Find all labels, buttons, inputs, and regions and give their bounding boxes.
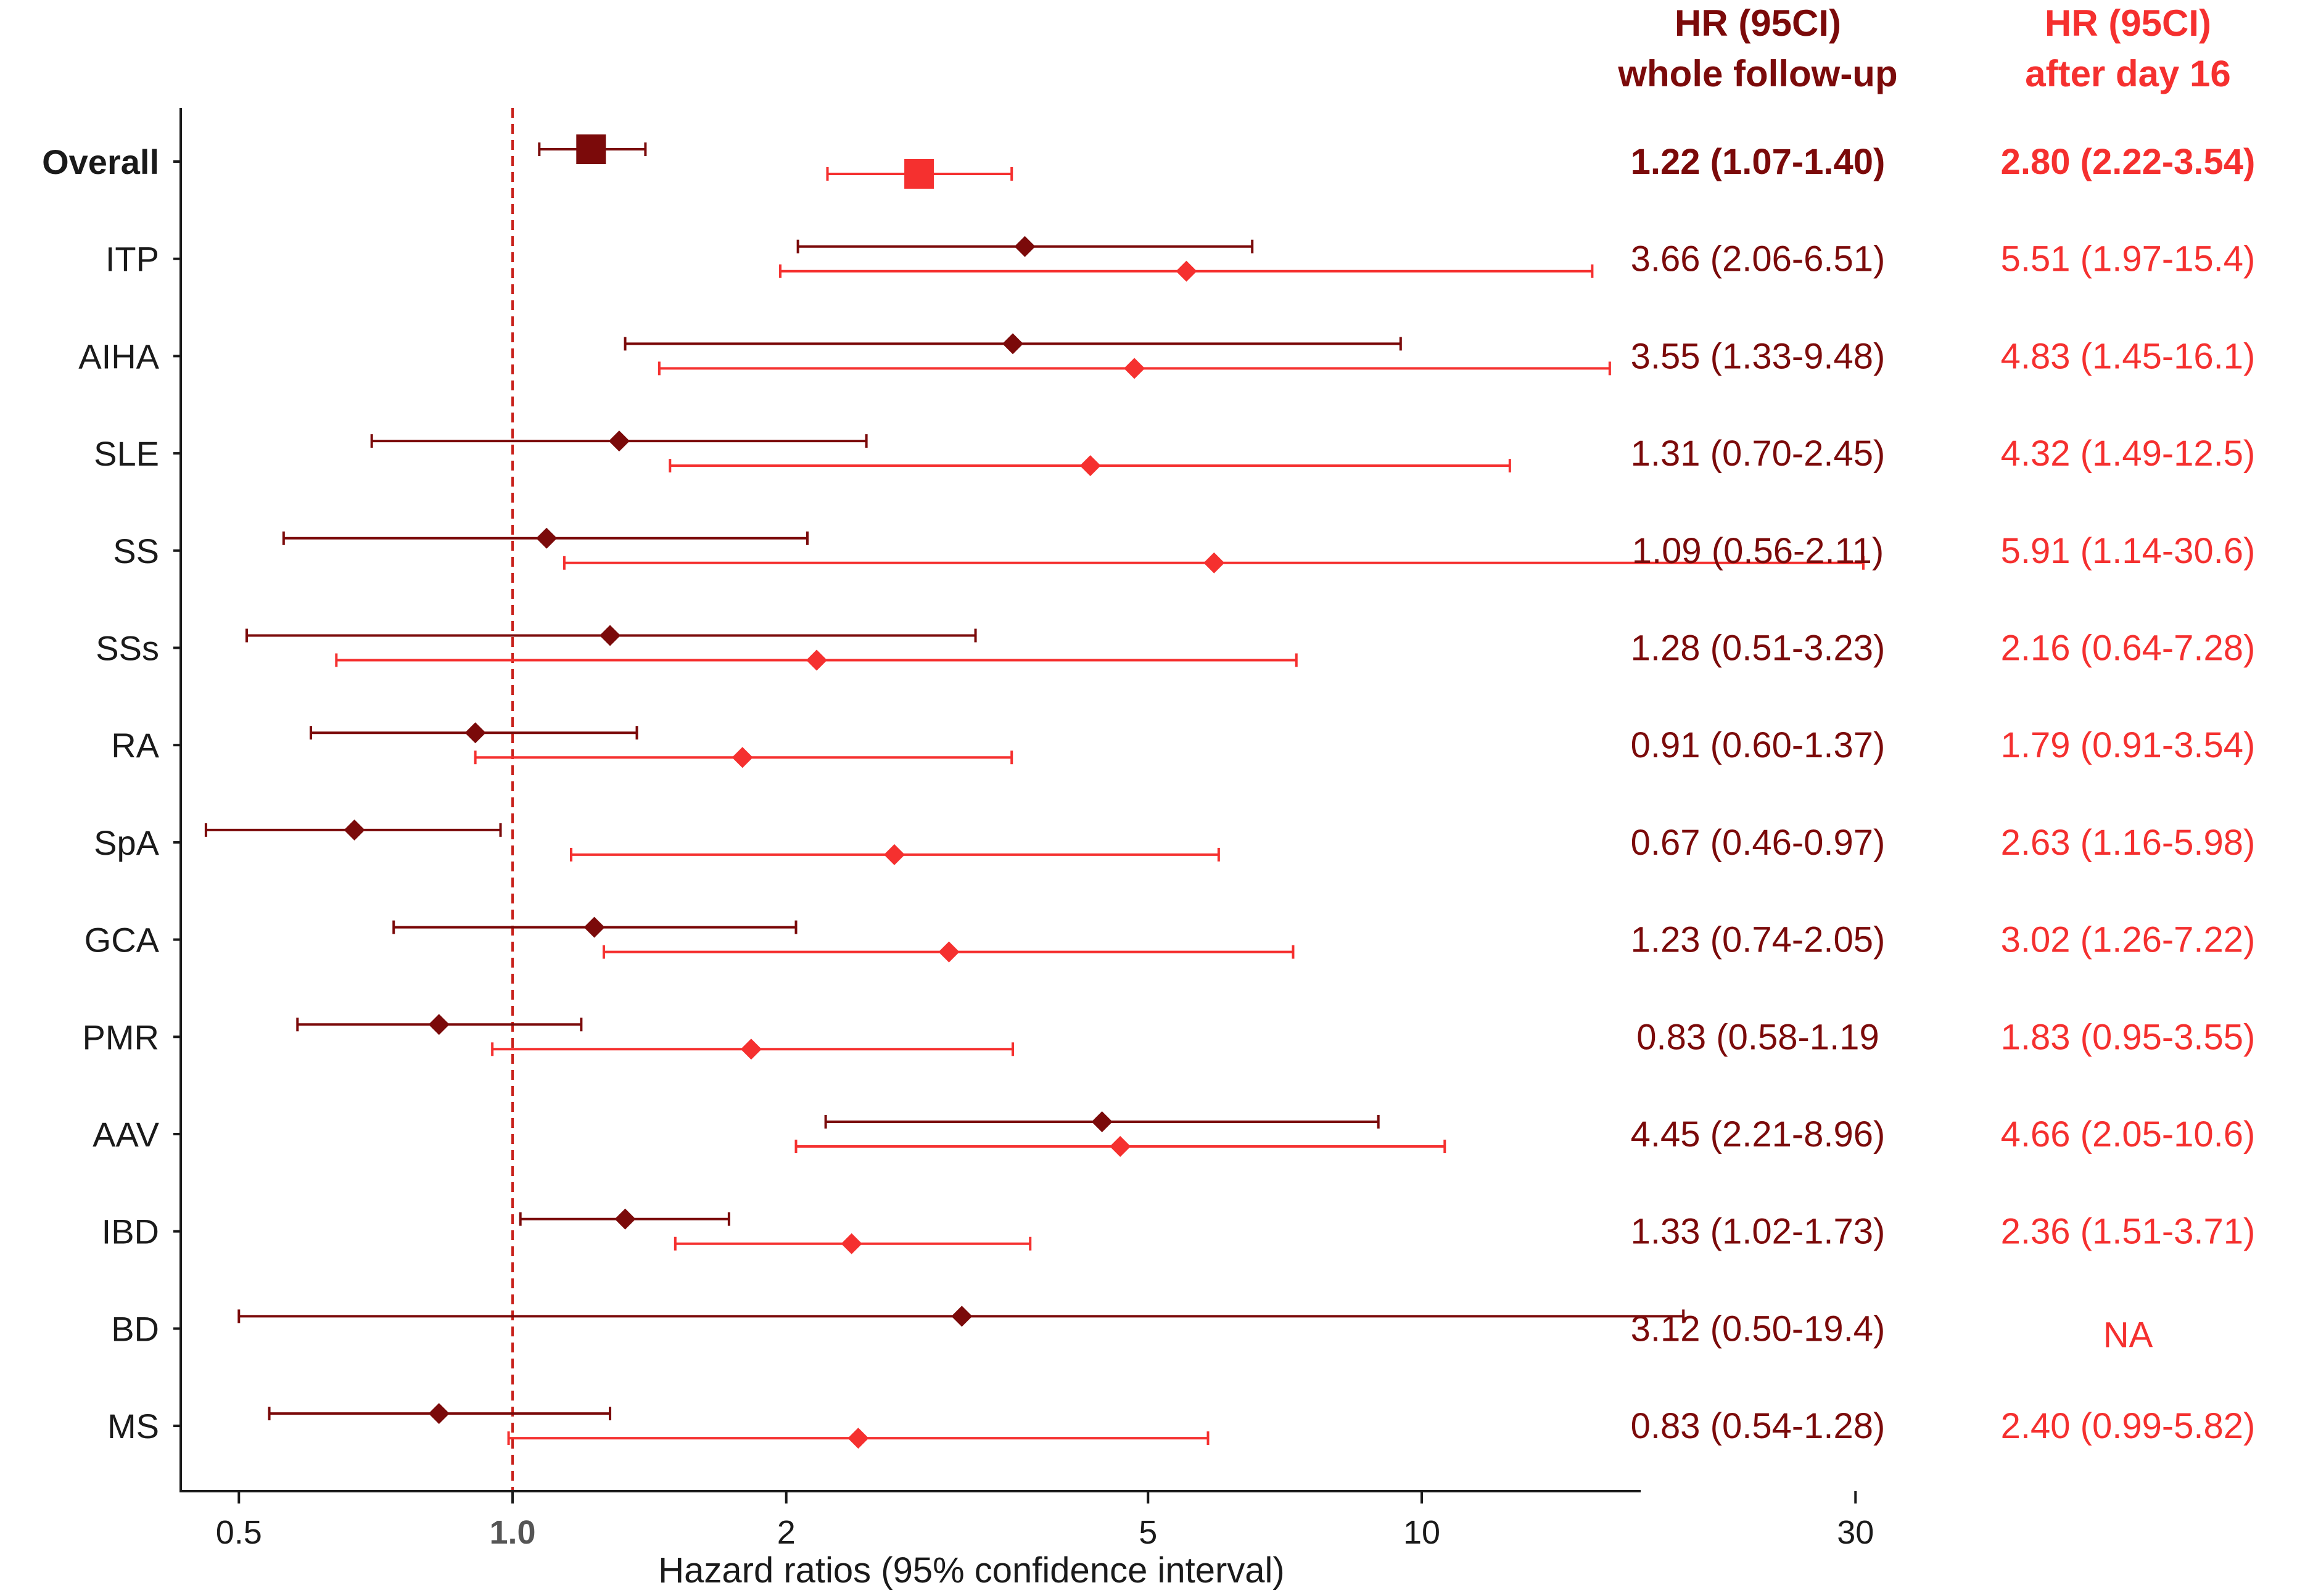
- hr-after-aiha: 4.83 (1.45-16.1): [2001, 336, 2256, 376]
- x-axis-label: Hazard ratios (95% confidence interval): [658, 1550, 1284, 1590]
- row-label-bd: BD: [111, 1309, 159, 1348]
- axes-layer: 0.5 1.0 2 5 10 30: [173, 108, 1874, 1551]
- hr-whole-itp: 3.66 (2.06-6.51): [1631, 239, 1886, 279]
- hr-whole-sle: 1.31 (0.70-2.45): [1631, 434, 1886, 474]
- x-tick-label: 0.5: [216, 1514, 262, 1551]
- row-label-itp: ITP: [105, 240, 159, 279]
- header-whole-line2: whole follow-up: [1617, 53, 1897, 94]
- hr-after-spa: 2.63 (1.16-5.98): [2001, 823, 2256, 863]
- hr-table-layer: HR (95CI) whole follow-up HR (95CI) afte…: [1617, 2, 2255, 1446]
- x-tick-label: 1.0: [489, 1514, 535, 1551]
- row-label-aiha: AIHA: [78, 337, 159, 376]
- x-tick-label: 10: [1403, 1514, 1440, 1551]
- whole-pmr-point-diamond: [428, 1014, 450, 1035]
- whole-gca-point-diamond: [583, 916, 605, 938]
- row-label-sle: SLE: [94, 434, 159, 473]
- hr-after-ms: 2.40 (0.99-5.82): [2001, 1406, 2256, 1446]
- row-label-spa: SpA: [94, 823, 159, 862]
- after-gca-point-diamond: [938, 941, 960, 963]
- hr-after-pmr: 1.83 (0.95-3.55): [2001, 1017, 2256, 1057]
- after-ss-point-diamond: [1203, 552, 1225, 574]
- after-aiha-point-diamond: [1124, 358, 1145, 379]
- hr-whole-aiha: 3.55 (1.33-9.48): [1631, 336, 1886, 376]
- after-ibd-point-diamond: [841, 1233, 862, 1254]
- after-spa-point-diamond: [884, 844, 905, 865]
- header-after-line1: HR (95CI): [2045, 2, 2211, 44]
- hr-after-itp: 5.51 (1.97-15.4): [2001, 239, 2256, 279]
- hr-whole-bd: 3.12 (0.50-19.4): [1631, 1309, 1886, 1349]
- row-label-ms: MS: [107, 1407, 159, 1446]
- after-aav-point-diamond: [1110, 1136, 1131, 1157]
- header-whole-line1: HR (95CI): [1675, 2, 1841, 44]
- x-tick-label: 2: [777, 1514, 796, 1551]
- whole-aiha-point-diamond: [1002, 333, 1024, 355]
- hr-whole-ibd: 1.33 (1.02-1.73): [1631, 1212, 1886, 1252]
- after-itp-point-diamond: [1176, 260, 1197, 282]
- after-sle-point-diamond: [1079, 455, 1101, 477]
- whole-ms-point-diamond: [428, 1403, 450, 1425]
- whole-overall-point-square: [576, 134, 606, 164]
- marks-layer: [204, 134, 1865, 1449]
- row-labels-layer: Overall ITP AIHA SLE SS SSs RA SpA GCA PMR AAV IBD B…: [42, 142, 160, 1446]
- after-sss-point-diamond: [806, 649, 827, 671]
- hr-whole-aav: 4.45 (2.21-8.96): [1631, 1114, 1886, 1154]
- hr-after-aav: 4.66 (2.05-10.6): [2001, 1114, 2256, 1154]
- hr-after-sss: 2.16 (0.64-7.28): [2001, 628, 2256, 668]
- whole-spa-point-diamond: [344, 819, 365, 841]
- whole-ibd-point-diamond: [614, 1208, 636, 1230]
- hr-whole-gca: 1.23 (0.74-2.05): [1631, 920, 1886, 960]
- x-tick-label: 5: [1139, 1514, 1157, 1551]
- header-after-line2: after day 16: [2025, 53, 2231, 94]
- row-label-overall: Overall: [42, 142, 159, 181]
- row-label-gca: GCA: [85, 921, 160, 960]
- hr-whole-pmr: 0.83 (0.58-1.19: [1636, 1017, 1879, 1057]
- whole-bd-point-diamond: [951, 1306, 973, 1327]
- whole-aav-point-diamond: [1091, 1111, 1113, 1132]
- hr-whole-overall: 1.22 (1.07-1.40): [1631, 142, 1886, 182]
- hr-after-ra: 1.79 (0.91-3.54): [2001, 725, 2256, 765]
- x-tick-label: 30: [1837, 1514, 1874, 1551]
- hr-after-ss: 5.91 (1.14-30.6): [2001, 531, 2256, 571]
- hr-after-sle: 4.32 (1.49-12.5): [2001, 434, 2256, 474]
- row-label-ibd: IBD: [102, 1212, 159, 1251]
- hr-after-overall: 2.80 (2.22-3.54): [2001, 142, 2256, 182]
- after-overall-point-square: [904, 159, 934, 189]
- hr-whole-sss: 1.28 (0.51-3.23): [1631, 628, 1886, 668]
- after-pmr-point-diamond: [740, 1039, 762, 1060]
- row-label-aav: AAV: [93, 1115, 160, 1154]
- row-label-ra: RA: [111, 726, 159, 765]
- row-label-pmr: PMR: [83, 1018, 159, 1056]
- row-label-sss: SSs: [96, 629, 159, 668]
- hr-whole-ms: 0.83 (0.54-1.28): [1631, 1406, 1886, 1446]
- whole-sle-point-diamond: [608, 430, 630, 452]
- whole-itp-point-diamond: [1014, 236, 1036, 257]
- whole-sss-point-diamond: [600, 625, 621, 646]
- hr-whole-ss: 1.09 (0.56-2.11): [1632, 531, 1884, 571]
- row-label-ss: SS: [113, 532, 159, 570]
- after-ms-point-diamond: [847, 1428, 869, 1449]
- whole-ra-point-diamond: [464, 722, 486, 744]
- hr-after-bd: NA: [2103, 1315, 2153, 1355]
- hr-after-gca: 3.02 (1.26-7.22): [2001, 920, 2256, 960]
- hr-after-ibd: 2.36 (1.51-3.71): [2001, 1212, 2256, 1252]
- hr-whole-spa: 0.67 (0.46-0.97): [1631, 823, 1886, 863]
- after-ra-point-diamond: [732, 747, 753, 768]
- whole-ss-point-diamond: [536, 527, 558, 549]
- hr-whole-ra: 0.91 (0.60-1.37): [1631, 725, 1886, 765]
